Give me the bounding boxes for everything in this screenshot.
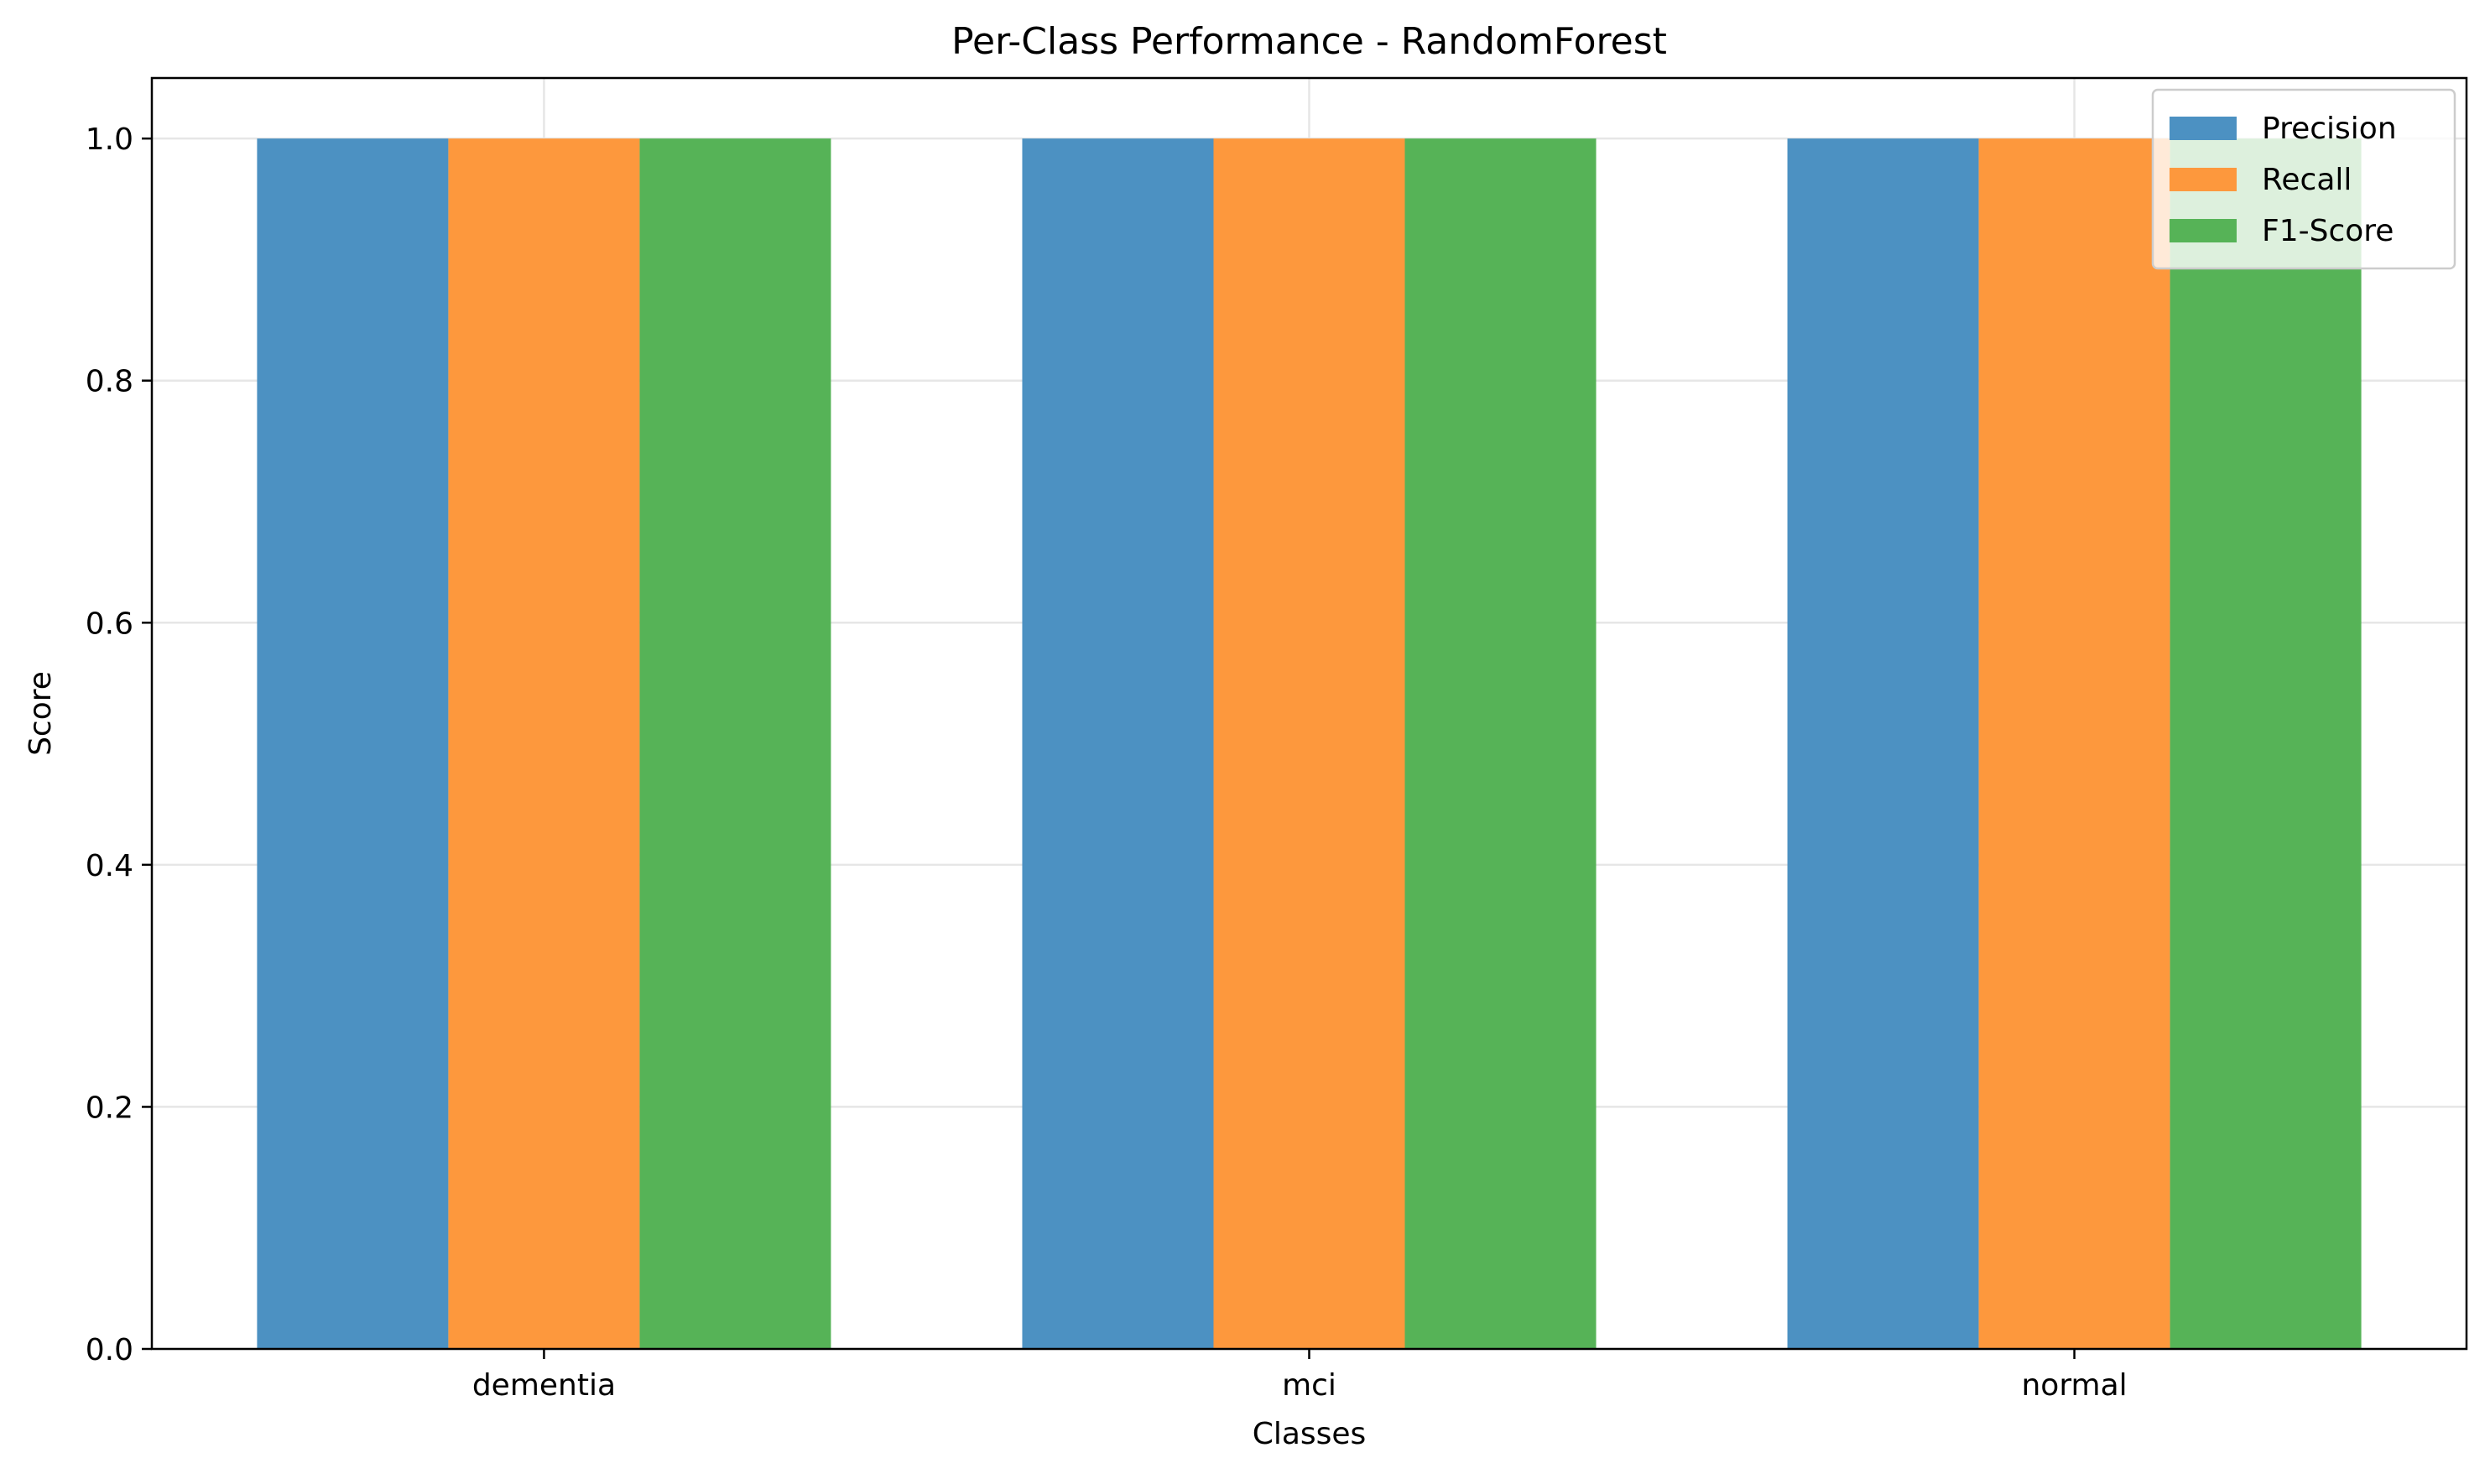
legend-swatch [2170, 117, 2237, 140]
bars [257, 138, 2362, 1350]
axis-ticks: 0.0 0.2 0.4 0.6 0.8 1.0 dementia mci normal [86, 122, 2128, 1403]
bar-recall-normal [1978, 138, 2170, 1350]
legend-swatch [2170, 219, 2237, 242]
bar-precision-normal [1787, 138, 1979, 1350]
y-tick-label: 0.6 [86, 607, 133, 641]
legend-label: Recall [2262, 163, 2352, 197]
x-axis-label: Classes [1253, 1417, 1367, 1451]
y-tick-label: 0.4 [86, 849, 133, 883]
bar-recall-dementia [448, 138, 640, 1350]
legend-swatch [2170, 168, 2237, 191]
bar-f1-score-mci [1404, 138, 1597, 1350]
y-tick-label: 0.8 [86, 365, 133, 399]
x-tick-label: dementia [472, 1368, 616, 1403]
bar-precision-mci [1022, 138, 1214, 1350]
y-tick-label: 1.0 [86, 122, 133, 157]
bar-f1-score-dementia [639, 138, 831, 1350]
y-tick-label: 0.0 [86, 1333, 133, 1367]
chart-title: Per-Class Performance - RandomForest [951, 20, 1667, 63]
x-tick-label: normal [2021, 1368, 2127, 1403]
bar-recall-mci [1213, 138, 1405, 1350]
bar-precision-dementia [257, 138, 449, 1350]
legend-label: Precision [2262, 112, 2397, 146]
x-tick-label: mci [1282, 1368, 1336, 1403]
y-axis-label: Score [23, 671, 58, 756]
legend-label: F1-Score [2262, 214, 2394, 248]
bar-f1-score-normal [2170, 138, 2362, 1350]
y-tick-label: 0.2 [86, 1091, 133, 1125]
legend: Precision Recall F1-Score [2151, 88, 2456, 270]
